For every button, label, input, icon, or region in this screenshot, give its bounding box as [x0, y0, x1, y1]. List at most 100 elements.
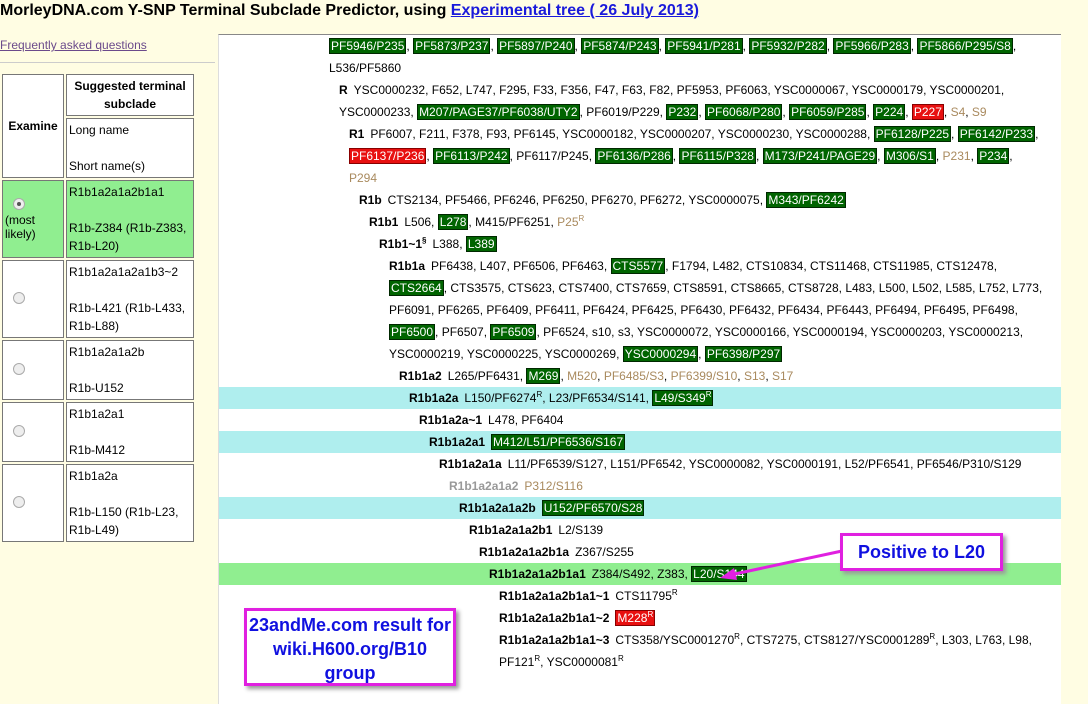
snp-marker: PF6507 [441, 325, 484, 339]
node-name: R1b1a2a1a2b1a1~2 [499, 611, 610, 625]
examine-radio[interactable] [13, 424, 25, 437]
divider [0, 62, 215, 63]
snp-marker: S13 [743, 369, 766, 383]
snp-marker: YSC0000194 [792, 325, 865, 339]
tree-node: PF5946/P235, PF5873/P237, PF5897/P240, P… [329, 38, 1017, 75]
snp-marker: YSC0000081R [546, 654, 624, 670]
tree-node: R1b1a2a~1 L478, PF6404 [419, 413, 564, 427]
subclade-cell: R1b1a2a R1b-L150 (R1b-L23, R1b-L49) [66, 464, 194, 542]
tree-node: R1b1a2a1a2b1a1~3 CTS358/YSC0001270R, CTS7… [499, 632, 1032, 670]
snp-marker: CTS12478 [936, 259, 994, 273]
snp-marker: PF5966/P283 [833, 38, 911, 54]
snp-marker: S4 [950, 105, 966, 119]
snp-marker: PF5953 [676, 83, 719, 97]
examine-radio[interactable] [13, 291, 25, 304]
tree-node: R1b1a2a1a2b1a1~1 CTS11795R [219, 585, 1061, 607]
snp-marker: YSC0000201 [929, 83, 1001, 97]
snp-marker: P294 [349, 171, 378, 185]
snp-marker: M173/P241/PAGE29 [762, 148, 878, 164]
long-name: R1b1a2a [69, 469, 118, 483]
name-header: Long name Short name(s) [66, 118, 194, 178]
snp-marker: PF6506 [513, 259, 556, 273]
long-name: R1b1a2a1a2b [69, 345, 145, 359]
tree-node: R1b1 L506, L278, M415/PF6251, P25R [369, 214, 585, 230]
snp-marker: M520 [567, 369, 598, 383]
tree-node: R1b1~1§ L388, L389 [379, 236, 497, 252]
tree-node: R1b1a2a1a L11/PF6539/S127, L151/PF6542, Y… [439, 457, 1022, 471]
subclade-cell: R1b1a2a1a2a1b3~2 R1b-L421 (R1b-L433, R1b-… [66, 260, 194, 338]
snp-marker: PF6068/P280 [705, 104, 783, 120]
snp-marker: PF6128/P225 [873, 126, 952, 142]
snp-marker: L752 [978, 281, 1006, 295]
snp-marker: YSC0000182 [562, 127, 634, 141]
examine-radio[interactable] [13, 197, 25, 210]
snp-marker: L388 [432, 237, 460, 251]
snp-marker: PF6509 [490, 324, 537, 340]
snp-marker: s3 [617, 325, 631, 339]
snp-marker: U152/PF6570/S28 [541, 500, 645, 516]
snp-marker: CTS3575 [450, 281, 502, 295]
snp-marker: PF6246 [493, 193, 536, 207]
snp-marker: PF5866/P295/S8 [917, 38, 1013, 54]
snp-marker: PF6434 [777, 303, 820, 317]
snp-marker: YSC0000232 [353, 83, 426, 97]
snp-marker: PF6136/P286 [595, 148, 673, 164]
snp-marker: YSC0000067 [773, 83, 846, 97]
tree-node: R1b1a2a1a2b1a1~2 M228R [219, 607, 1061, 629]
snp-marker: PF6145 [513, 127, 556, 141]
node-name: R1b1a2 [399, 369, 442, 383]
snp-marker: L747 [465, 83, 493, 97]
snp-marker: F82 [649, 83, 670, 97]
examine-cell [2, 464, 64, 542]
subclade-cell: R1b1a2a1a2b R1b-U152 [66, 340, 194, 400]
snp-marker: L52/PF6541 [844, 457, 911, 471]
snp-marker: L585 [945, 281, 973, 295]
subclade-table: Examine Suggested terminal subclade Long… [0, 72, 196, 544]
snp-marker: L536/PF5860 [329, 61, 402, 75]
examine-cell [2, 402, 64, 462]
snp-marker: CTS8127/YSC0001289R [804, 632, 936, 648]
snp-marker: PF6546/P310/S129 [916, 457, 1022, 471]
node-name: R1b1a2a1 [429, 435, 486, 449]
snp-marker: L407 [479, 259, 507, 273]
snp-marker: YSC0000233 [339, 105, 411, 119]
snp-marker: YSC0000082 [688, 457, 761, 471]
tree-node: R1b1a2a1a2b1 L2/S139 [219, 519, 1061, 541]
snp-marker: PF5897/P240 [497, 38, 575, 54]
snp-marker: P231 [942, 149, 971, 163]
node-name: R1b1a2a1a2b1a1~3 [499, 633, 610, 647]
snp-marker: Z367/S255 [575, 545, 634, 559]
snp-marker: L502 [912, 281, 939, 295]
faq-link[interactable]: Frequently asked questions [0, 38, 147, 52]
tree-panel[interactable]: PF5946/P235, PF5873/P237, PF5897/P240, P… [218, 34, 1061, 704]
long-name: R1b1a2a1a2b1a1 [69, 185, 165, 199]
snp-marker: L482 [712, 259, 740, 273]
examine-radio[interactable] [13, 495, 25, 508]
snp-marker: M269 [526, 368, 561, 384]
subclade-row: R1b1a2a1 R1b-M412 [2, 402, 194, 462]
node-name: R1b1a2a1a2b1a1 [489, 567, 586, 581]
snp-marker: PF6409 [486, 303, 529, 317]
snp-marker: PF6485/S3 [603, 369, 664, 383]
snp-marker: M306/S1 [883, 148, 936, 164]
tree-node: R1b1a2a1a2 P312/S116 [219, 475, 1061, 497]
subclade-table-container: Examine Suggested terminal subclade Long… [0, 72, 196, 544]
examine-radio[interactable] [13, 362, 25, 375]
tree-node: R1b1a2a L150/PF6274R, L23/PF6534/S141, L4… [219, 387, 1061, 409]
snp-marker: CTS11985 [873, 259, 930, 273]
subclade-row: R1b1a2a1a2b R1b-U152 [2, 340, 194, 400]
snp-marker: L278 [437, 214, 469, 230]
snp-marker: YSC0000072 [636, 325, 709, 339]
tree-node: R1b CTS2134, PF5466, PF6246, PF6250, PF62… [359, 192, 846, 208]
experimental-tree-link[interactable]: Experimental tree ( 26 July 2013) [450, 2, 699, 19]
snp-marker: CTS8728 [787, 281, 839, 295]
snp-marker: M228R [615, 610, 656, 626]
snp-marker: PF6142/P233 [957, 126, 1036, 142]
snp-marker: L49/S349R [652, 390, 714, 406]
snp-marker: M207/PAGE37/PF6038/UTY2 [417, 104, 580, 120]
snp-marker: CTS8665 [730, 281, 782, 295]
node-name: R1b1 [369, 215, 399, 229]
snp-marker: L773 [1012, 281, 1039, 295]
snp-marker: M343/PF6242 [766, 192, 846, 208]
snp-marker: F211 [419, 127, 446, 141]
